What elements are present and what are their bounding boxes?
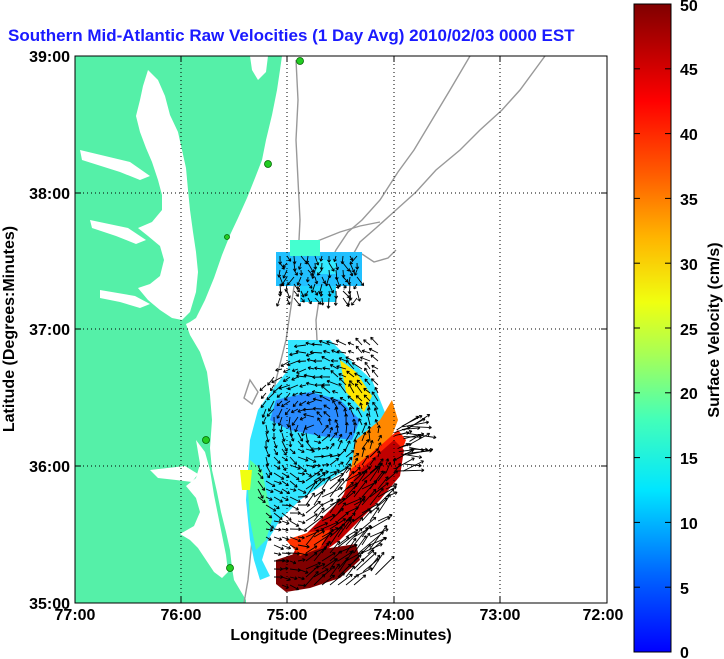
radar-stations	[202, 57, 304, 572]
colorbar-tick-label: 15	[680, 451, 698, 468]
y-axis-label: Latitude (Degrees:Minutes)	[1, 226, 18, 432]
pamlico-sound	[180, 440, 228, 578]
x-tick-label: 75:00	[267, 607, 308, 624]
colorbar-ticks	[634, 3, 671, 653]
x-tick-label: 72:00	[583, 607, 624, 624]
x-tick-label: 77:00	[55, 607, 96, 624]
colorbar-tick-label: 5	[680, 581, 689, 598]
colorbar-label: Surface Velocity (cm/s)	[706, 242, 723, 417]
tick-marks	[75, 56, 607, 603]
colorbar-tick-label: 10	[680, 516, 698, 533]
colorbar-tick-label: 35	[680, 192, 698, 209]
x-axis-label: Longitude (Degrees:Minutes)	[230, 627, 451, 644]
delaware-bay	[250, 56, 268, 80]
river	[90, 220, 146, 244]
colorbar-tick-label: 50	[680, 0, 698, 15]
y-tick-label: 39:00	[29, 49, 70, 66]
albemarle-sound	[150, 466, 198, 482]
x-tick-label: 74:00	[374, 607, 415, 624]
colorbar-tick-label: 0	[680, 645, 689, 659]
grid-lines	[75, 56, 607, 603]
colorbar-tick-label: 45	[680, 62, 698, 79]
land-mass	[75, 56, 282, 603]
figure-title: Southern Mid-Atlantic Raw Velocities (1 …	[8, 26, 575, 45]
colorbar-tick-label: 30	[680, 257, 698, 274]
y-tick-label: 37:00	[29, 322, 70, 339]
river	[100, 290, 150, 308]
river	[80, 150, 150, 180]
colorbar-tick-label: 20	[680, 386, 698, 403]
colorbar-tick-label: 25	[680, 322, 698, 339]
y-tick-label: 36:00	[29, 459, 70, 476]
x-tick-label: 76:00	[161, 607, 202, 624]
y-tick-label: 35:00	[29, 596, 70, 613]
colorbar-tick-label: 40	[680, 127, 698, 144]
x-tick-label: 73:00	[480, 607, 521, 624]
y-tick-label: 38:00	[29, 186, 70, 203]
chesapeake-bay	[136, 70, 198, 320]
